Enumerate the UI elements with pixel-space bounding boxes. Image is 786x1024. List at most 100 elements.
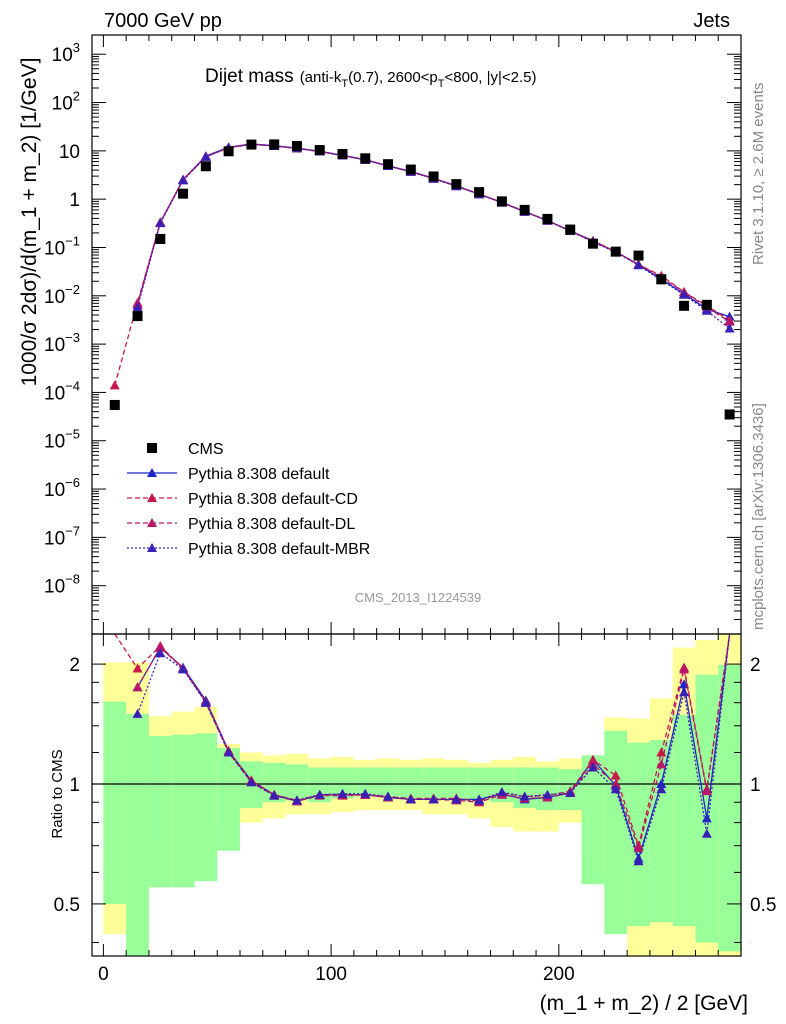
ratio-point <box>360 788 371 798</box>
ratio-band-green <box>422 767 445 799</box>
cms-point <box>200 161 211 172</box>
ratio-point <box>132 663 143 673</box>
ratio-tick-label: 1 <box>69 775 80 796</box>
y-tick-label: 1 <box>69 190 80 211</box>
y-tick-label: 10−8 <box>44 572 80 598</box>
cms-point <box>474 187 485 198</box>
cms-point <box>405 164 416 175</box>
cms-point <box>109 399 120 410</box>
cms-point <box>132 311 143 322</box>
ratio-band-green <box>604 730 628 935</box>
ratio-axis-title: Ratio to CMS <box>49 749 66 838</box>
cms-point <box>587 238 598 249</box>
ratio-band-green <box>217 748 241 851</box>
ratio-point <box>451 794 462 804</box>
ratio-point <box>610 770 621 780</box>
y-tick-label: 10 <box>59 142 80 163</box>
ratio-point <box>656 759 667 769</box>
ratio-band-green <box>285 764 309 801</box>
ratio-point <box>223 747 234 757</box>
legend-marker <box>147 543 157 552</box>
series-point <box>200 151 211 161</box>
ratio-point <box>633 843 644 853</box>
ratio-point <box>565 787 576 797</box>
ratio-frame <box>91 633 742 957</box>
cms-point <box>565 224 576 235</box>
cms-point <box>291 141 302 152</box>
x-tick-label: 200 <box>543 964 575 985</box>
chart-title-detail-b: (0.7), 2600<p <box>348 69 438 86</box>
y-tick-label: 10−6 <box>44 475 80 501</box>
ratio-band-green <box>536 767 559 811</box>
series-point <box>109 380 120 390</box>
y-tick-label: 10−2 <box>44 282 80 308</box>
y-tick-label: 10−7 <box>44 523 80 549</box>
ratio-point <box>679 687 690 697</box>
cms-point <box>519 204 530 215</box>
ratio-band-green <box>126 713 149 956</box>
legend-label: Pythia 8.308 default-CD <box>188 491 358 508</box>
cms-point <box>155 233 166 244</box>
cms-point <box>269 139 280 150</box>
ratio-band-green <box>718 664 741 952</box>
ratio-tick-label: 2 <box>69 655 80 676</box>
cms-point <box>223 146 234 157</box>
ratio-point <box>405 794 416 804</box>
legend-label: Pythia 8.308 default <box>188 466 330 483</box>
series-point <box>633 260 644 270</box>
cms-point <box>428 171 439 182</box>
ratio-band-green <box>627 742 650 927</box>
ratio-band-green <box>148 735 172 888</box>
y-axis-title: 1000/σ 2dσ)/d(m_1 + m_2) [1/GeV] <box>18 58 41 387</box>
ratio-point <box>269 790 280 800</box>
ratio-band-green <box>194 733 218 882</box>
cms-point <box>314 145 325 156</box>
ratio-point <box>178 664 189 674</box>
ratio-point <box>496 786 507 796</box>
series-point <box>155 218 166 228</box>
ratio-point <box>587 754 598 764</box>
chart-title-sub-b: T <box>438 78 445 90</box>
cms-point <box>451 179 462 190</box>
cms-point <box>178 188 189 199</box>
y-tick-label: 102 <box>52 89 80 115</box>
y-tick-label: 10−1 <box>44 233 80 259</box>
ratio-point <box>474 795 485 805</box>
cms-point <box>701 299 712 310</box>
x-tick-label: 100 <box>315 964 347 985</box>
legend: CMS Pythia 8.308 default Pythia 8.308 defa… <box>127 441 370 558</box>
cms-point <box>496 196 507 207</box>
chart-title-detail-c: <800, |y|<2.5) <box>445 69 537 86</box>
chart-title-detail-a: (anti-k <box>300 69 342 86</box>
ratio-point <box>656 784 667 794</box>
rivet-version-label: Rivet 3.1.10, ≥ 2.6M events <box>750 83 767 266</box>
ratio-band-green <box>353 767 377 797</box>
ratio-point <box>542 789 553 799</box>
ratio-point <box>337 788 348 798</box>
x-tick-label: 0 <box>98 964 109 985</box>
cms-point <box>383 159 394 170</box>
ratio-point <box>155 648 166 658</box>
y-tick-label: 10−5 <box>44 427 80 453</box>
chart-title-main: Dijet mass <box>205 66 294 87</box>
ratio-point <box>314 789 325 799</box>
ratio-point <box>155 642 166 652</box>
ratio-tick-label-right: 0.5 <box>750 895 776 916</box>
legend-label: CMS <box>188 441 224 458</box>
ratio-point <box>701 786 712 796</box>
ratio-point <box>246 777 257 787</box>
chart-title: Dijet mass (anti-kT(0.7), 2600<pT<800, |y… <box>205 66 537 90</box>
ratio-point <box>428 794 439 804</box>
ratio-band-green <box>331 767 354 799</box>
ratio-point <box>132 682 143 692</box>
legend-marker-cms <box>147 443 157 453</box>
series-line <box>136 143 730 323</box>
series-point <box>178 175 189 185</box>
ratio-band-green <box>376 767 400 797</box>
cms-point <box>679 300 690 311</box>
series-point <box>701 305 712 315</box>
y-tick-label: 10−4 <box>44 378 80 404</box>
ratio-band-green <box>672 715 696 927</box>
ratio-line <box>114 633 731 849</box>
